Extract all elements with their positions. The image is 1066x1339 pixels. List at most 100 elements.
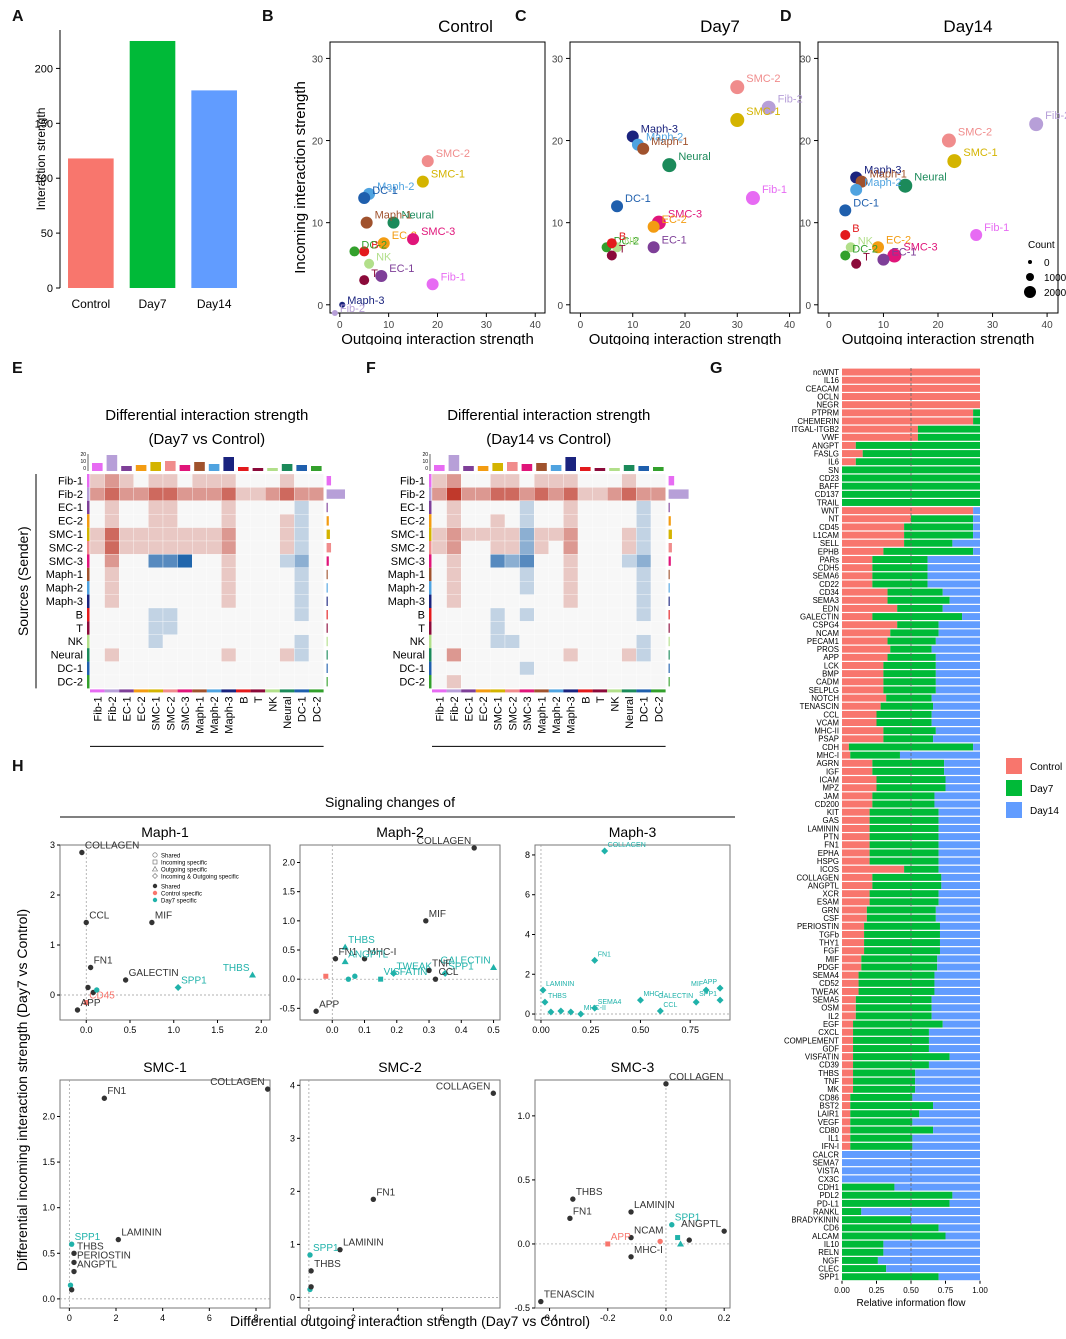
point-label: VISFATIN [384, 967, 428, 978]
heat-cell [621, 500, 637, 515]
row-color [87, 487, 90, 501]
heat-cell [621, 514, 637, 528]
pathway-label: MPZ [823, 784, 840, 793]
x-tick-label: 2 [351, 1313, 356, 1323]
flow-bar-day14 [942, 588, 980, 596]
point-label: SEMA4 [598, 999, 622, 1006]
y-tick-label: 0 [50, 990, 55, 1000]
heat-cell [621, 621, 637, 635]
heat-cell [563, 581, 579, 595]
x-tick-label: 0 [67, 1313, 72, 1323]
right-bar-neural [668, 650, 670, 660]
point-ec-1 [877, 253, 890, 266]
heat-cell [119, 607, 134, 622]
point-label: Fib-1 [762, 184, 787, 196]
top-bar-maph-1 [536, 463, 547, 471]
heat-cell [250, 514, 266, 528]
pathway-label: VISFATIN [805, 1053, 839, 1062]
heat-cell [133, 674, 149, 689]
heat-cell [519, 500, 535, 515]
heat-cell [490, 540, 506, 555]
heatmap-title: Differential interaction strength [105, 407, 308, 424]
row-label: SMC-3 [391, 556, 425, 568]
point-label: Maph-2 [646, 132, 683, 144]
heat-cell [265, 527, 280, 542]
heat-cell [104, 567, 120, 582]
heat-cell [279, 594, 295, 609]
point-label: Maph-2 [377, 181, 414, 193]
heat-cell [148, 634, 164, 649]
marker-circle [68, 1241, 75, 1247]
col-label: NK [610, 696, 622, 712]
row-color [87, 500, 90, 515]
flow-bar-day14 [935, 727, 980, 735]
y-tick-label: 0 [47, 283, 53, 295]
flow-bar-day7 [904, 539, 953, 547]
heat-cell [294, 607, 310, 622]
top-bar-ec-1 [463, 466, 474, 471]
col-label: SMC-3 [522, 696, 534, 730]
flow-bar-day7 [883, 735, 934, 743]
heat-cell [577, 634, 593, 649]
point-label: CD45 [89, 991, 115, 1002]
pathway-label: CD80 [819, 1126, 840, 1135]
flow-bar-control [842, 596, 888, 604]
flow-bar-day7 [855, 1004, 932, 1012]
top-bar-ec-2 [135, 465, 147, 471]
flow-bar-control [842, 759, 873, 767]
heat-cell [162, 527, 178, 542]
flow-bar-day14 [938, 1273, 980, 1281]
point-label: SPP1 [181, 976, 207, 987]
heat-cell [563, 473, 579, 488]
heat-cell [308, 540, 324, 555]
heat-cell [162, 540, 178, 555]
pathway-label: TWEAK [811, 987, 840, 996]
heat-cell [119, 567, 134, 582]
marker-circle [669, 1222, 675, 1228]
heat-cell [294, 621, 310, 635]
point-label: DC-2 [361, 239, 387, 251]
point-label: APP [703, 979, 717, 986]
heat-cell [148, 594, 164, 609]
flow-bar-day14 [927, 556, 980, 563]
flow-bar-control [842, 767, 873, 775]
point-label: DC-2 [852, 244, 878, 256]
heat-cell [607, 527, 622, 542]
heat-cell [519, 607, 535, 622]
flow-bar-day14 [934, 988, 980, 995]
chart-f: Differential interaction strength (Day14 … [388, 407, 689, 750]
pathway-label: IGF [826, 767, 839, 776]
heat-cell [148, 581, 164, 595]
col-color [505, 689, 520, 693]
right-bar-neural [326, 650, 328, 660]
flow-bar-day14 [928, 1028, 980, 1036]
flow-bar-control [842, 898, 870, 906]
point-label: Fib-1 [441, 271, 466, 283]
panel-label-f: F [366, 360, 376, 377]
right-bar-maph-2 [668, 583, 670, 593]
pathway-label: ALCAM [812, 1232, 839, 1241]
x-tick-label: 6 [440, 1313, 445, 1323]
pathway-label: NOTCH [811, 694, 839, 703]
flow-bar-control [842, 930, 865, 938]
point-label: T [619, 244, 626, 256]
flow-bar-control [842, 670, 884, 678]
y-tick-label: 0 [525, 1009, 530, 1019]
pathway-label: SEMA7 [813, 1159, 839, 1168]
row-label: SMC-2 [391, 542, 425, 554]
point-label: COLLAGEN [210, 1077, 264, 1088]
flow-bar-control [842, 939, 865, 947]
point-fib-1 [745, 191, 760, 206]
flow-bar-control [842, 792, 873, 800]
flow-bar-day7 [855, 441, 980, 449]
heat-cell [279, 661, 295, 676]
flow-bar-control [842, 678, 884, 686]
x-tick-label: 0.4 [455, 1025, 468, 1035]
heat-cell [308, 674, 324, 689]
heat-cell [577, 487, 593, 501]
heat-cell [235, 674, 251, 689]
heat-cell [148, 540, 164, 555]
heat-cell [265, 473, 280, 488]
flow-bar-control [842, 1045, 854, 1052]
flow-bar-day7 [864, 939, 940, 947]
